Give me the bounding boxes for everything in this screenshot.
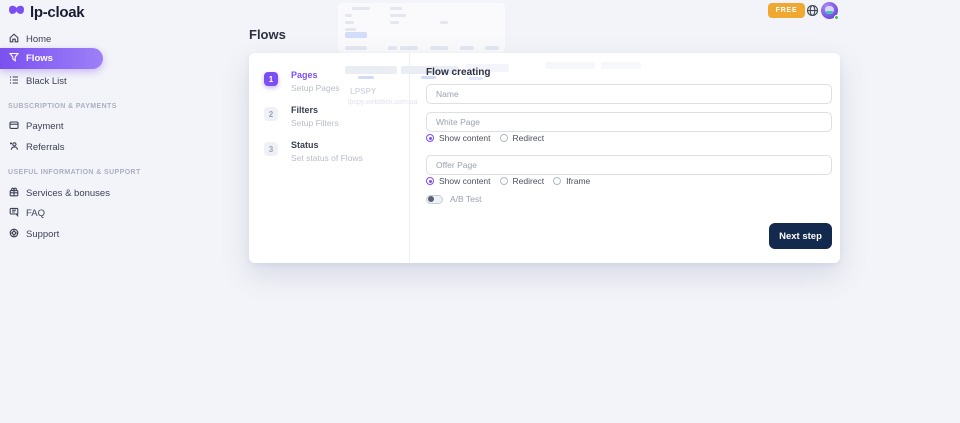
white-page-input[interactable]	[426, 112, 832, 132]
step-desc: Set status of Flows	[291, 153, 363, 163]
avatar-illustration	[825, 6, 834, 12]
sidebar-item-label: Payment	[26, 120, 64, 132]
step-label: Filters	[291, 105, 319, 115]
avatar[interactable]	[821, 2, 839, 20]
sidebar-section-support: USEFUL INFORMATION & SUPPORT	[8, 169, 141, 176]
sidebar-section-subscription: SUBSCRIPTION & PAYMENTS	[8, 103, 117, 110]
sidebar-item-label: Services & bonuses	[26, 187, 110, 199]
radio-icon	[499, 177, 508, 185]
ab-test-row: A/B Test	[426, 194, 482, 204]
radio-redirect[interactable]: Redirect	[499, 133, 544, 143]
gift-icon	[9, 187, 19, 200]
sidebar-item-support[interactable]: Support	[0, 227, 112, 241]
step-number: 1	[264, 72, 278, 86]
step-number: 2	[264, 107, 278, 121]
sidebar-item-label: FAQ	[26, 207, 46, 219]
payment-icon	[9, 120, 19, 133]
background-ghost-table	[338, 3, 505, 53]
offer-page-radio-group: Show content Redirect Iframe	[426, 176, 590, 186]
sidebar-item-faq[interactable]: FAQ	[0, 206, 112, 220]
radio-icon	[426, 134, 434, 142]
radio-show-content[interactable]: Show content	[426, 133, 491, 143]
ghost-flow-url: lpspy.webstick.com.ua	[348, 99, 418, 106]
sidebar-item-home[interactable]: Home	[0, 32, 112, 46]
sidebar-item-label: Home	[26, 33, 52, 45]
step-pages[interactable]: 1 Pages Setup Pages	[264, 71, 340, 93]
ab-test-toggle[interactable]	[426, 194, 443, 204]
blacklist-icon	[9, 75, 19, 88]
sidebar-item-referrals[interactable]: Referrals	[0, 140, 112, 154]
step-desc: Setup Filters	[291, 118, 339, 128]
support-icon	[9, 228, 19, 241]
offer-page-input[interactable]	[426, 155, 832, 175]
sidebar-item-label: Black List	[26, 75, 67, 87]
faq-icon	[9, 207, 19, 220]
radio-show-content[interactable]: Show content	[426, 176, 491, 186]
avatar-illustration-visor	[826, 11, 833, 14]
home-icon	[9, 32, 19, 46]
flows-icon	[8, 52, 20, 65]
online-status-dot	[834, 15, 839, 20]
step-desc: Setup Pages	[291, 83, 340, 93]
name-input[interactable]	[426, 84, 832, 104]
brand-logo[interactable]: lp-cloak	[8, 3, 85, 21]
white-page-radio-group: Show content Redirect	[426, 133, 544, 143]
radio-redirect[interactable]: Redirect	[499, 176, 544, 186]
radio-icon	[553, 177, 562, 185]
sidebar-item-flows[interactable]: Flows	[0, 48, 103, 69]
sidebar-item-label: Referrals	[26, 141, 65, 153]
modal-title: Flow creating	[426, 67, 491, 78]
radio-icon	[499, 134, 508, 142]
step-number: 3	[264, 142, 278, 156]
brand-name: lp-cloak	[30, 3, 85, 21]
modal-divider	[409, 53, 410, 263]
sidebar-item-black-list[interactable]: Black List	[0, 74, 112, 88]
radio-iframe[interactable]: Iframe	[553, 176, 590, 186]
page-title: Flows	[249, 27, 286, 42]
sidebar-item-payment[interactable]: Payment	[0, 119, 112, 133]
plan-badge-button[interactable]: FREE	[768, 3, 805, 18]
step-label: Status	[291, 140, 319, 150]
globe-icon[interactable]	[806, 4, 819, 17]
sidebar-item-services[interactable]: Services & bonuses	[0, 186, 112, 200]
step-status[interactable]: 3 Status Set status of Flows	[264, 141, 363, 163]
radio-icon	[426, 177, 434, 185]
ghost-flow-name: LPSPY	[350, 87, 377, 96]
ab-test-label: A/B Test	[450, 194, 482, 204]
flow-creating-modal: LPSPY lpspy.webstick.com.ua 1 Pages Setu…	[249, 53, 840, 263]
step-label: Pages	[291, 70, 318, 80]
sidebar-item-label: Support	[26, 228, 60, 240]
sidebar-item-label: Flows	[26, 53, 53, 64]
step-filters[interactable]: 2 Filters Setup Filters	[264, 106, 339, 128]
mask-icon	[8, 3, 25, 21]
referrals-icon	[9, 141, 19, 154]
next-step-button[interactable]: Next step	[769, 223, 832, 249]
